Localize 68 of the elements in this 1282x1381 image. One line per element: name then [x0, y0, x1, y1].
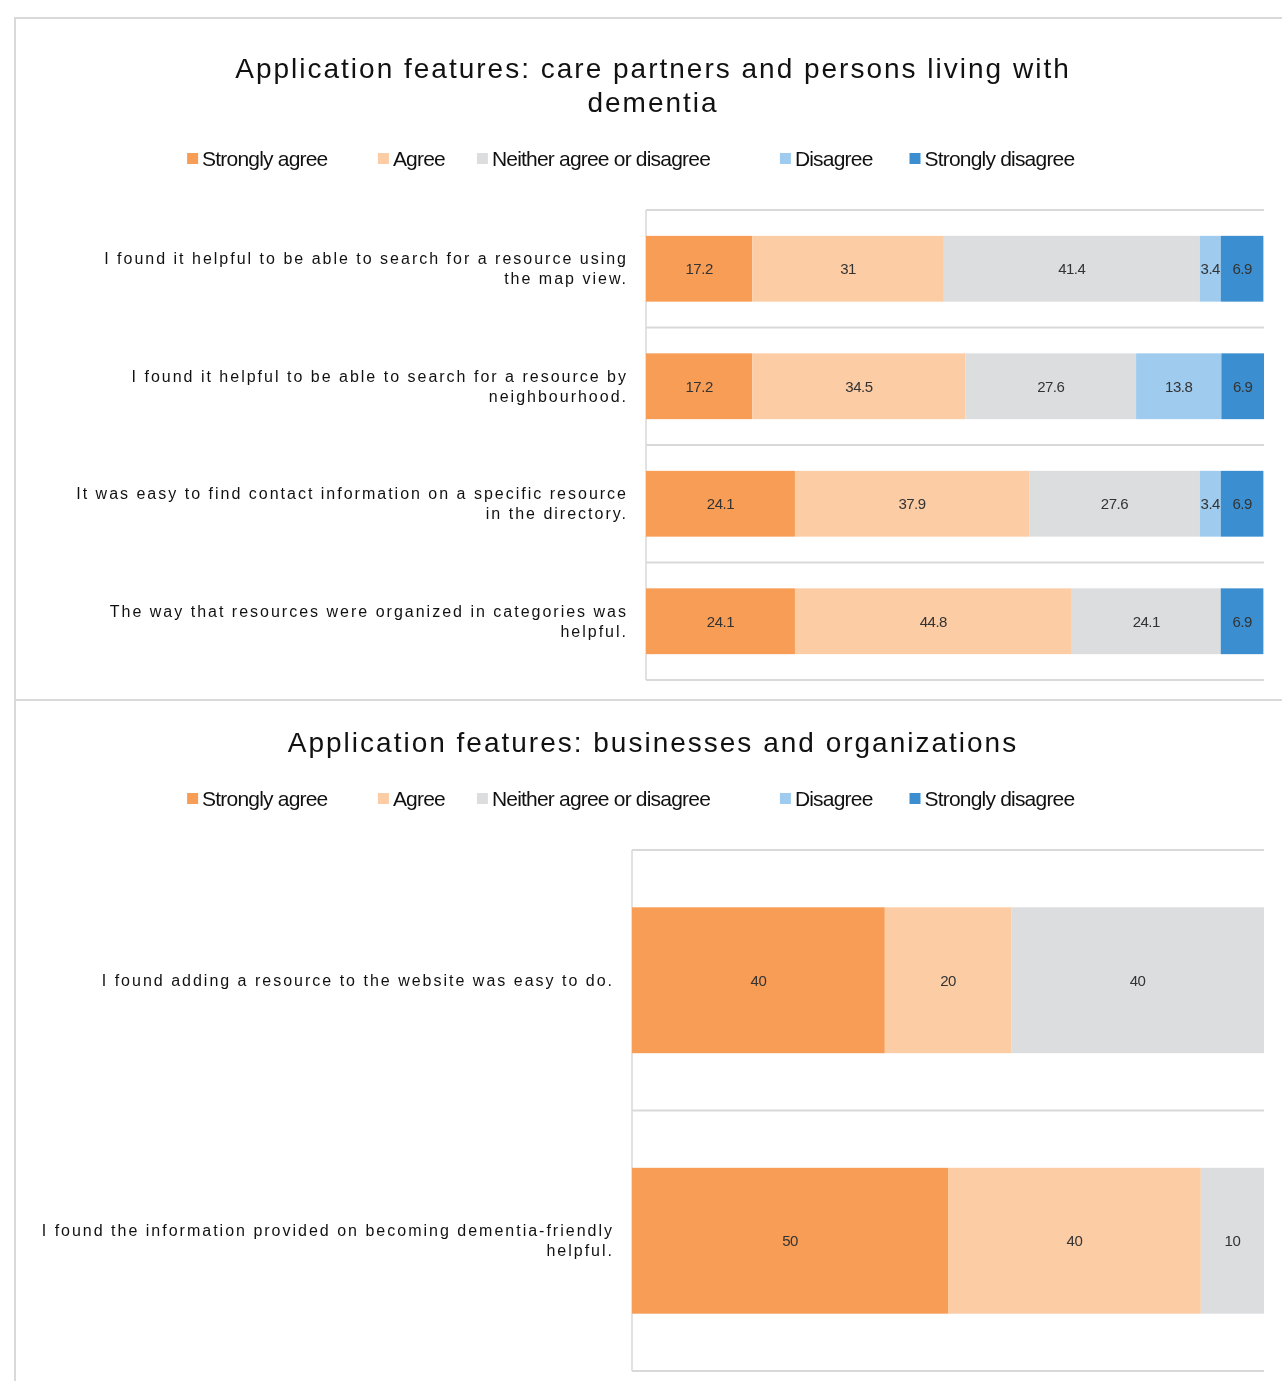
bar: [646, 470, 795, 537]
bar: [646, 235, 753, 302]
data-label: 6.9: [1232, 495, 1252, 512]
data-label: 3.4: [1200, 495, 1221, 512]
data-label: 50: [782, 1232, 798, 1249]
y-tick-label: The way that resources were organized in categories was helpful.: [109, 602, 628, 640]
legend-label: Neither agree or disagree: [491, 147, 711, 171]
bar: [646, 353, 753, 420]
bar: [632, 907, 885, 1054]
bar: [884, 907, 1012, 1054]
data-label: 27.6: [1037, 377, 1065, 395]
legend-label: Neither agree or disagree: [491, 787, 711, 811]
legend-label: Agree: [392, 147, 446, 171]
data-label: 40: [1129, 971, 1146, 989]
legend-label: Disagree: [794, 147, 873, 171]
data-label: 6.9: [1232, 260, 1252, 277]
legend-label: Strongly disagree: [924, 147, 1075, 171]
bar: [1071, 588, 1221, 655]
bar: [646, 588, 795, 655]
data-label: 44.8: [919, 612, 948, 630]
data-label: 40: [750, 971, 767, 989]
bar: [794, 588, 1072, 655]
bar: [752, 235, 944, 302]
bar: [794, 470, 1030, 537]
y-tick-label: I found the information provided on becoming dementia-friendly helpful.: [41, 1222, 614, 1260]
y-tick-label: I found it helpful to be able to search for a resource using the map view.: [104, 250, 628, 288]
legend-label: Strongly agree: [202, 787, 328, 811]
data-label: 37.9: [898, 495, 926, 512]
data-label: 24.1: [706, 612, 735, 630]
data-label: 41.4: [1058, 260, 1086, 277]
bar: [948, 1167, 1201, 1314]
chart-title: Application features: businesses and organizations: [287, 726, 1019, 758]
bar: [1220, 470, 1264, 537]
bar: [943, 235, 1200, 302]
data-label: 10: [1224, 1232, 1241, 1249]
y-tick-label: I found it helpful to be able to search for a resource by neighbourhood.: [131, 367, 628, 405]
data-label: 24.1: [706, 495, 735, 512]
y-tick-label: It was easy to find contact information on a specific resource in the directory.: [76, 485, 628, 523]
bar: [1136, 353, 1222, 420]
bar: [1011, 907, 1264, 1054]
bar: [1199, 470, 1221, 537]
data-label: 17.2: [685, 377, 713, 395]
bar: [965, 353, 1137, 420]
legend-label: Agree: [392, 787, 446, 811]
legend-label: Strongly agree: [202, 147, 328, 171]
bar: [1221, 353, 1264, 420]
data-label: 34.5: [845, 377, 873, 395]
bar: [1029, 470, 1200, 537]
legend-label: Disagree: [794, 787, 873, 811]
bar: [752, 353, 966, 420]
legend-label: Strongly disagree: [924, 787, 1075, 811]
bar: [1199, 235, 1221, 302]
data-label: 27.6: [1100, 495, 1129, 512]
data-label: 40: [1066, 1232, 1083, 1249]
bar: [1200, 1167, 1264, 1314]
y-tick-label: I found adding a resource to the website was easy to do.: [101, 971, 614, 989]
data-label: 6.9: [1232, 612, 1252, 630]
data-label: 6.9: [1233, 377, 1253, 395]
data-label: 31: [840, 260, 857, 277]
data-label: 3.4: [1200, 260, 1221, 277]
data-label: 20: [940, 971, 956, 989]
bar: [632, 1167, 948, 1314]
data-label: 17.2: [685, 260, 713, 277]
bar: [1220, 588, 1264, 655]
data-label: 13.8: [1165, 377, 1193, 395]
bar: [1220, 235, 1264, 302]
data-label: 24.1: [1132, 612, 1161, 630]
chart-title: Application features: care partners and persons living with dementia: [235, 52, 1071, 118]
